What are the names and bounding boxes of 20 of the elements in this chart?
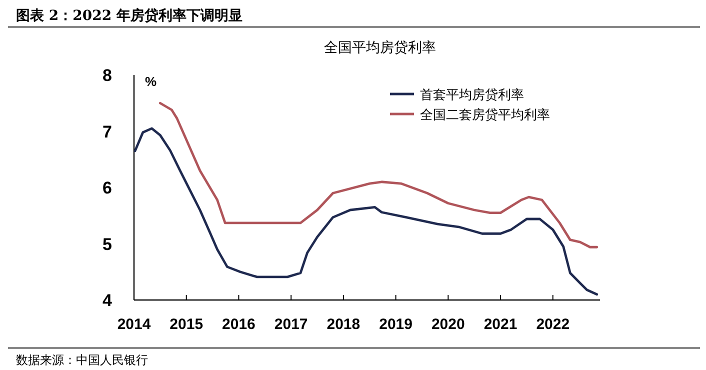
xtick: 2021 <box>484 316 518 333</box>
legend: 全国二套房贷平均利率 <box>420 108 550 123</box>
xtick: 2022 <box>536 316 570 333</box>
xtick: 2019 <box>379 316 412 333</box>
ytick: 7 <box>102 122 112 142</box>
xtick: 2020 <box>431 316 465 333</box>
subtitle: 全国平均房贷利率 <box>324 40 436 56</box>
xtick: 2016 <box>222 316 256 333</box>
xtick: 2018 <box>326 316 360 333</box>
ytick: 5 <box>102 234 112 254</box>
xtick: 2014 <box>117 316 151 333</box>
ytick: 4 <box>102 291 112 310</box>
xtick: 2015 <box>170 316 204 333</box>
ylabel: % <box>145 74 157 89</box>
xtick: 2017 <box>274 316 308 333</box>
ytick: 8 <box>102 66 112 85</box>
annotation: 数据来源：中国人民银行 <box>16 353 148 367</box>
ytick: 6 <box>102 178 112 198</box>
legend: 首套平均房贷利率 <box>420 88 524 103</box>
title: 图表 2：2022 年房贷利率下调明显 <box>16 8 242 24</box>
